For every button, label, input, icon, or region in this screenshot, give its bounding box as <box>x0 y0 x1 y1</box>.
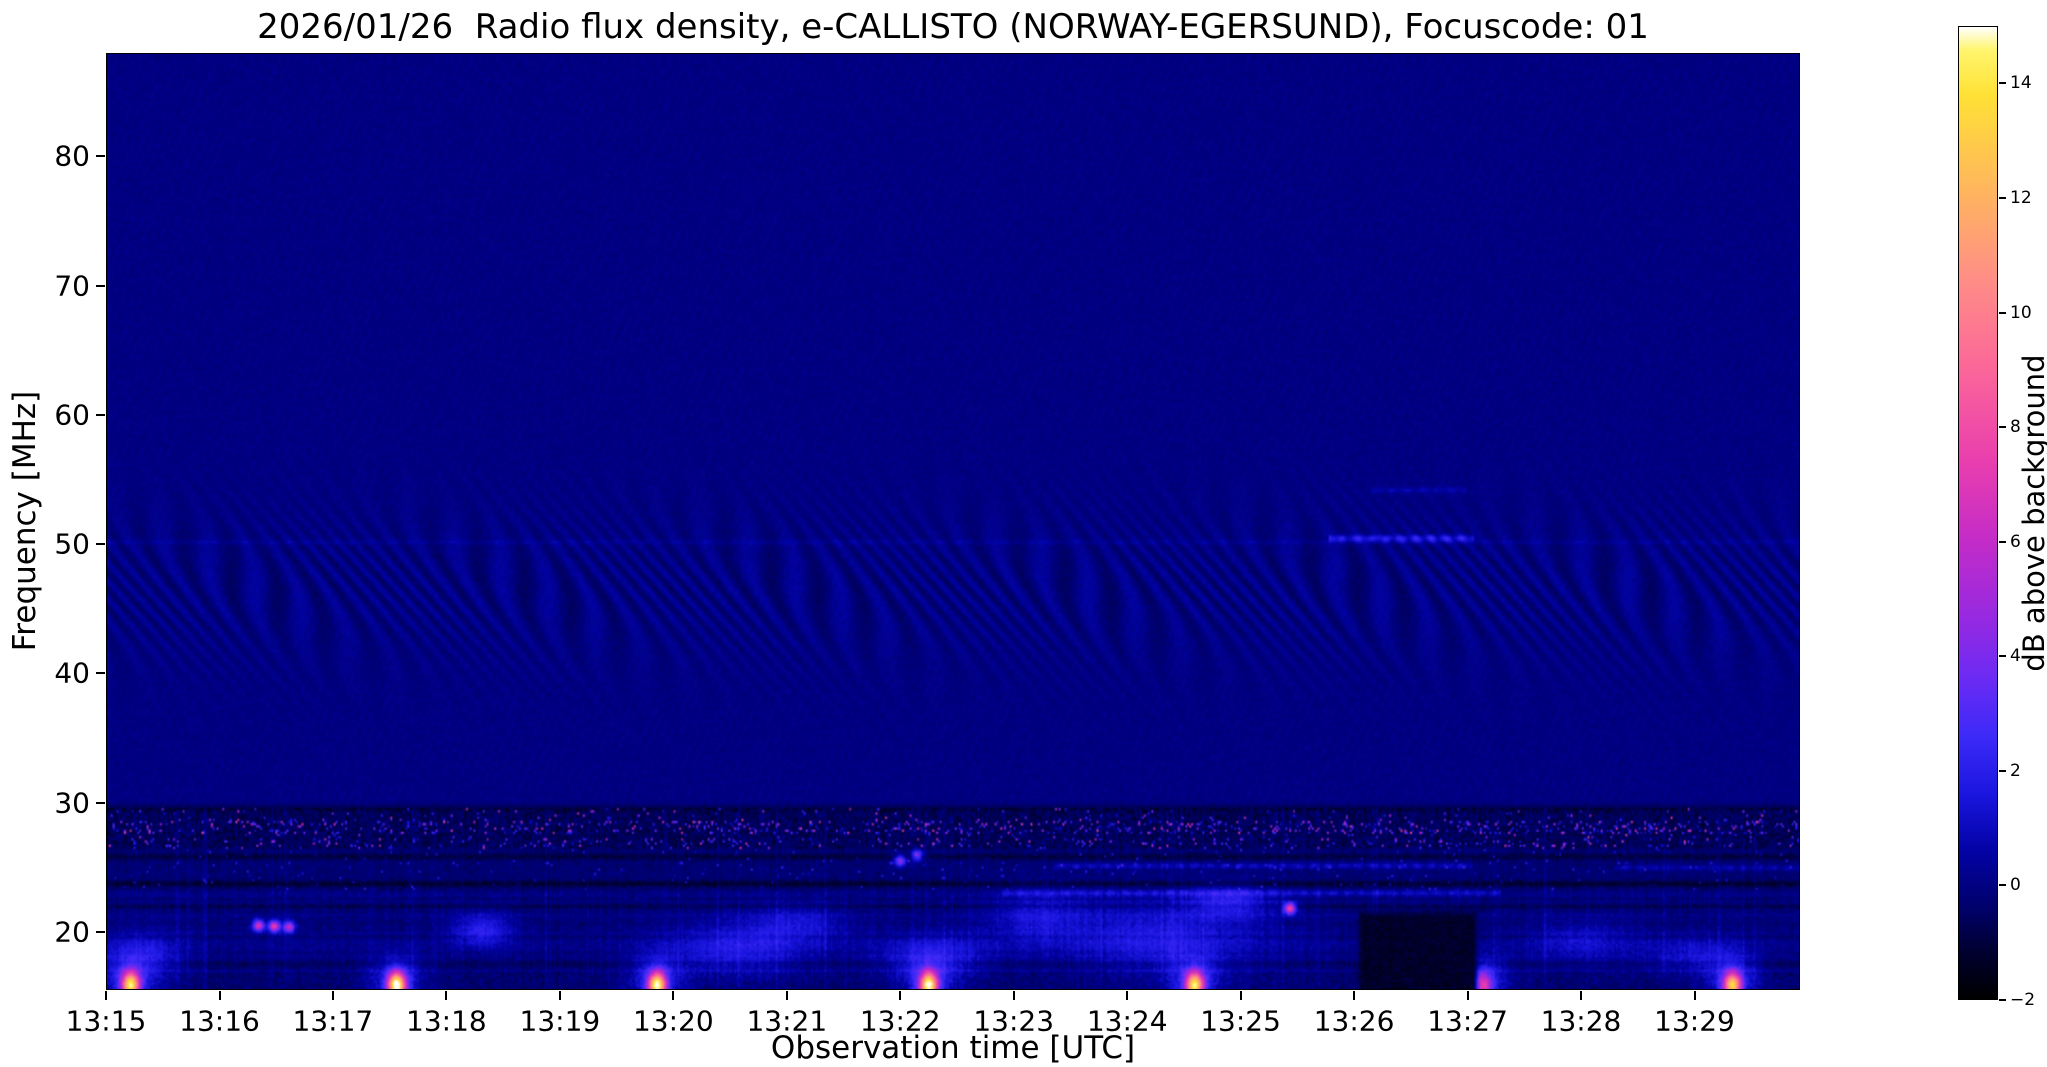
x-tick-label: 13:19 <box>519 1004 601 1038</box>
colorbar-tick-mark <box>1999 769 2006 772</box>
x-tick-mark <box>445 991 448 1000</box>
colorbar-tick-mark <box>1999 196 2006 199</box>
spectrogram-canvas <box>107 54 1799 989</box>
x-tick-mark <box>672 991 675 1000</box>
x-tick-mark <box>558 991 561 1000</box>
x-tick-label: 13:17 <box>292 1004 374 1038</box>
y-tick-label: 80 <box>54 139 90 173</box>
x-tick-mark <box>1693 991 1696 1000</box>
x-tick-mark <box>105 991 107 1000</box>
colorbar-tick-mark <box>1999 884 2006 887</box>
colorbar-label: dB above background <box>2017 354 2047 672</box>
x-tick-label: 13:15 <box>65 1004 147 1038</box>
x-tick-label: 13:29 <box>1654 1004 1735 1038</box>
x-tick-label: 13:18 <box>406 1004 487 1038</box>
x-tick-label: 13:21 <box>746 1004 828 1038</box>
colorbar-tick-label: 12 <box>2010 187 2032 208</box>
y-tick-mark <box>96 672 105 675</box>
y-tick-mark <box>96 284 105 287</box>
x-tick-mark <box>1012 991 1015 1000</box>
colorbar-tick-mark <box>1999 540 2006 543</box>
x-tick-label: 13:23 <box>973 1004 1055 1038</box>
y-tick-label: 70 <box>54 269 90 303</box>
y-tick-label: 40 <box>54 656 90 690</box>
y-tick-mark <box>96 413 105 416</box>
colorbar-tick-label: −2 <box>2010 990 2036 1010</box>
colorbar-tick-label: 10 <box>2010 302 2032 323</box>
y-tick-label: 50 <box>54 527 90 561</box>
x-tick-label: 13:20 <box>632 1004 714 1038</box>
y-tick-label: 30 <box>54 786 90 820</box>
colorbar-tick-label: 6 <box>2010 531 2021 552</box>
colorbar-tick-label: 2 <box>2010 760 2021 781</box>
x-tick-mark <box>1126 991 1129 1000</box>
chart-title: 2026/01/26 Radio flux density, e-CALLIST… <box>257 7 1649 47</box>
x-tick-mark <box>331 991 334 1000</box>
y-tick-mark <box>96 155 105 158</box>
x-tick-label: 13:27 <box>1427 1004 1508 1038</box>
colorbar-tick-label: 14 <box>2010 73 2032 94</box>
x-tick-label: 13:28 <box>1540 1004 1622 1038</box>
y-tick-mark <box>96 543 105 546</box>
x-axis-label: Observation time [UTC] <box>770 1030 1136 1066</box>
colorbar-tick-mark <box>1999 311 2006 314</box>
colorbar-tick-mark <box>1999 655 2006 658</box>
y-tick-label: 20 <box>54 915 90 949</box>
x-tick-label: 13:26 <box>1313 1004 1395 1038</box>
x-tick-label: 13:16 <box>179 1004 260 1038</box>
x-tick-label: 13:22 <box>859 1004 941 1038</box>
colorbar-tick-mark <box>1999 426 2006 429</box>
plot-area <box>106 53 1800 990</box>
y-tick-label: 60 <box>54 398 90 432</box>
x-tick-mark <box>1353 991 1356 1000</box>
x-tick-mark <box>1239 991 1242 1000</box>
y-tick-mark <box>96 930 105 933</box>
x-tick-mark <box>218 991 221 1000</box>
y-tick-mark <box>96 801 105 804</box>
x-tick-mark <box>1580 991 1582 1000</box>
x-tick-label: 13:24 <box>1086 1004 1168 1038</box>
x-tick-mark <box>785 991 788 1000</box>
colorbar-tick-mark <box>1999 82 2006 85</box>
x-tick-label: 13:25 <box>1200 1004 1281 1038</box>
x-tick-mark <box>899 991 902 1000</box>
x-tick-mark <box>1466 991 1469 1000</box>
colorbar-gradient <box>1958 26 1998 1000</box>
colorbar-tick-label: 4 <box>2010 646 2021 667</box>
colorbar-tick-label: 0 <box>2010 875 2021 896</box>
colorbar-tick-label: 8 <box>2010 417 2021 438</box>
colorbar-tick-mark <box>1999 999 2006 1001</box>
